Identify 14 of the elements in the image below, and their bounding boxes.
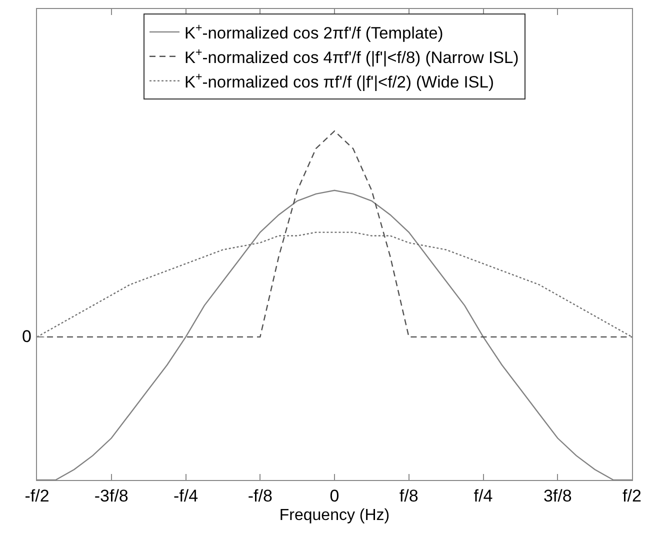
x-tick-label: -3f/8: [94, 486, 128, 506]
x-tick-label: f/2: [622, 486, 642, 506]
x-tick-label: 0: [330, 486, 340, 506]
x-tick-label: -f/2: [24, 486, 50, 506]
ref-line-label: 0: [22, 327, 32, 346]
x-tick-label: -f/8: [248, 486, 272, 506]
x-tick-label: f/8: [399, 486, 418, 506]
x-tick-label: f/4: [474, 486, 493, 506]
x-axis-title: Frequency (Hz): [279, 507, 390, 524]
legend-label: K$^{+}$-normalized cos πf'/f (|f'|<f/2) (Wide ISL): [184, 71, 494, 92]
legend-label: K$^{+}$-normalized cos 2πf'/f (Template): [184, 22, 444, 42]
x-tick-label: -f/4: [173, 486, 198, 506]
x-tick-label: 3f/8: [543, 486, 572, 506]
legend-label: K$^{+}$-normalized cos 4πf'/f (|f'|<f/8) (Narrow ISL): [184, 46, 519, 67]
